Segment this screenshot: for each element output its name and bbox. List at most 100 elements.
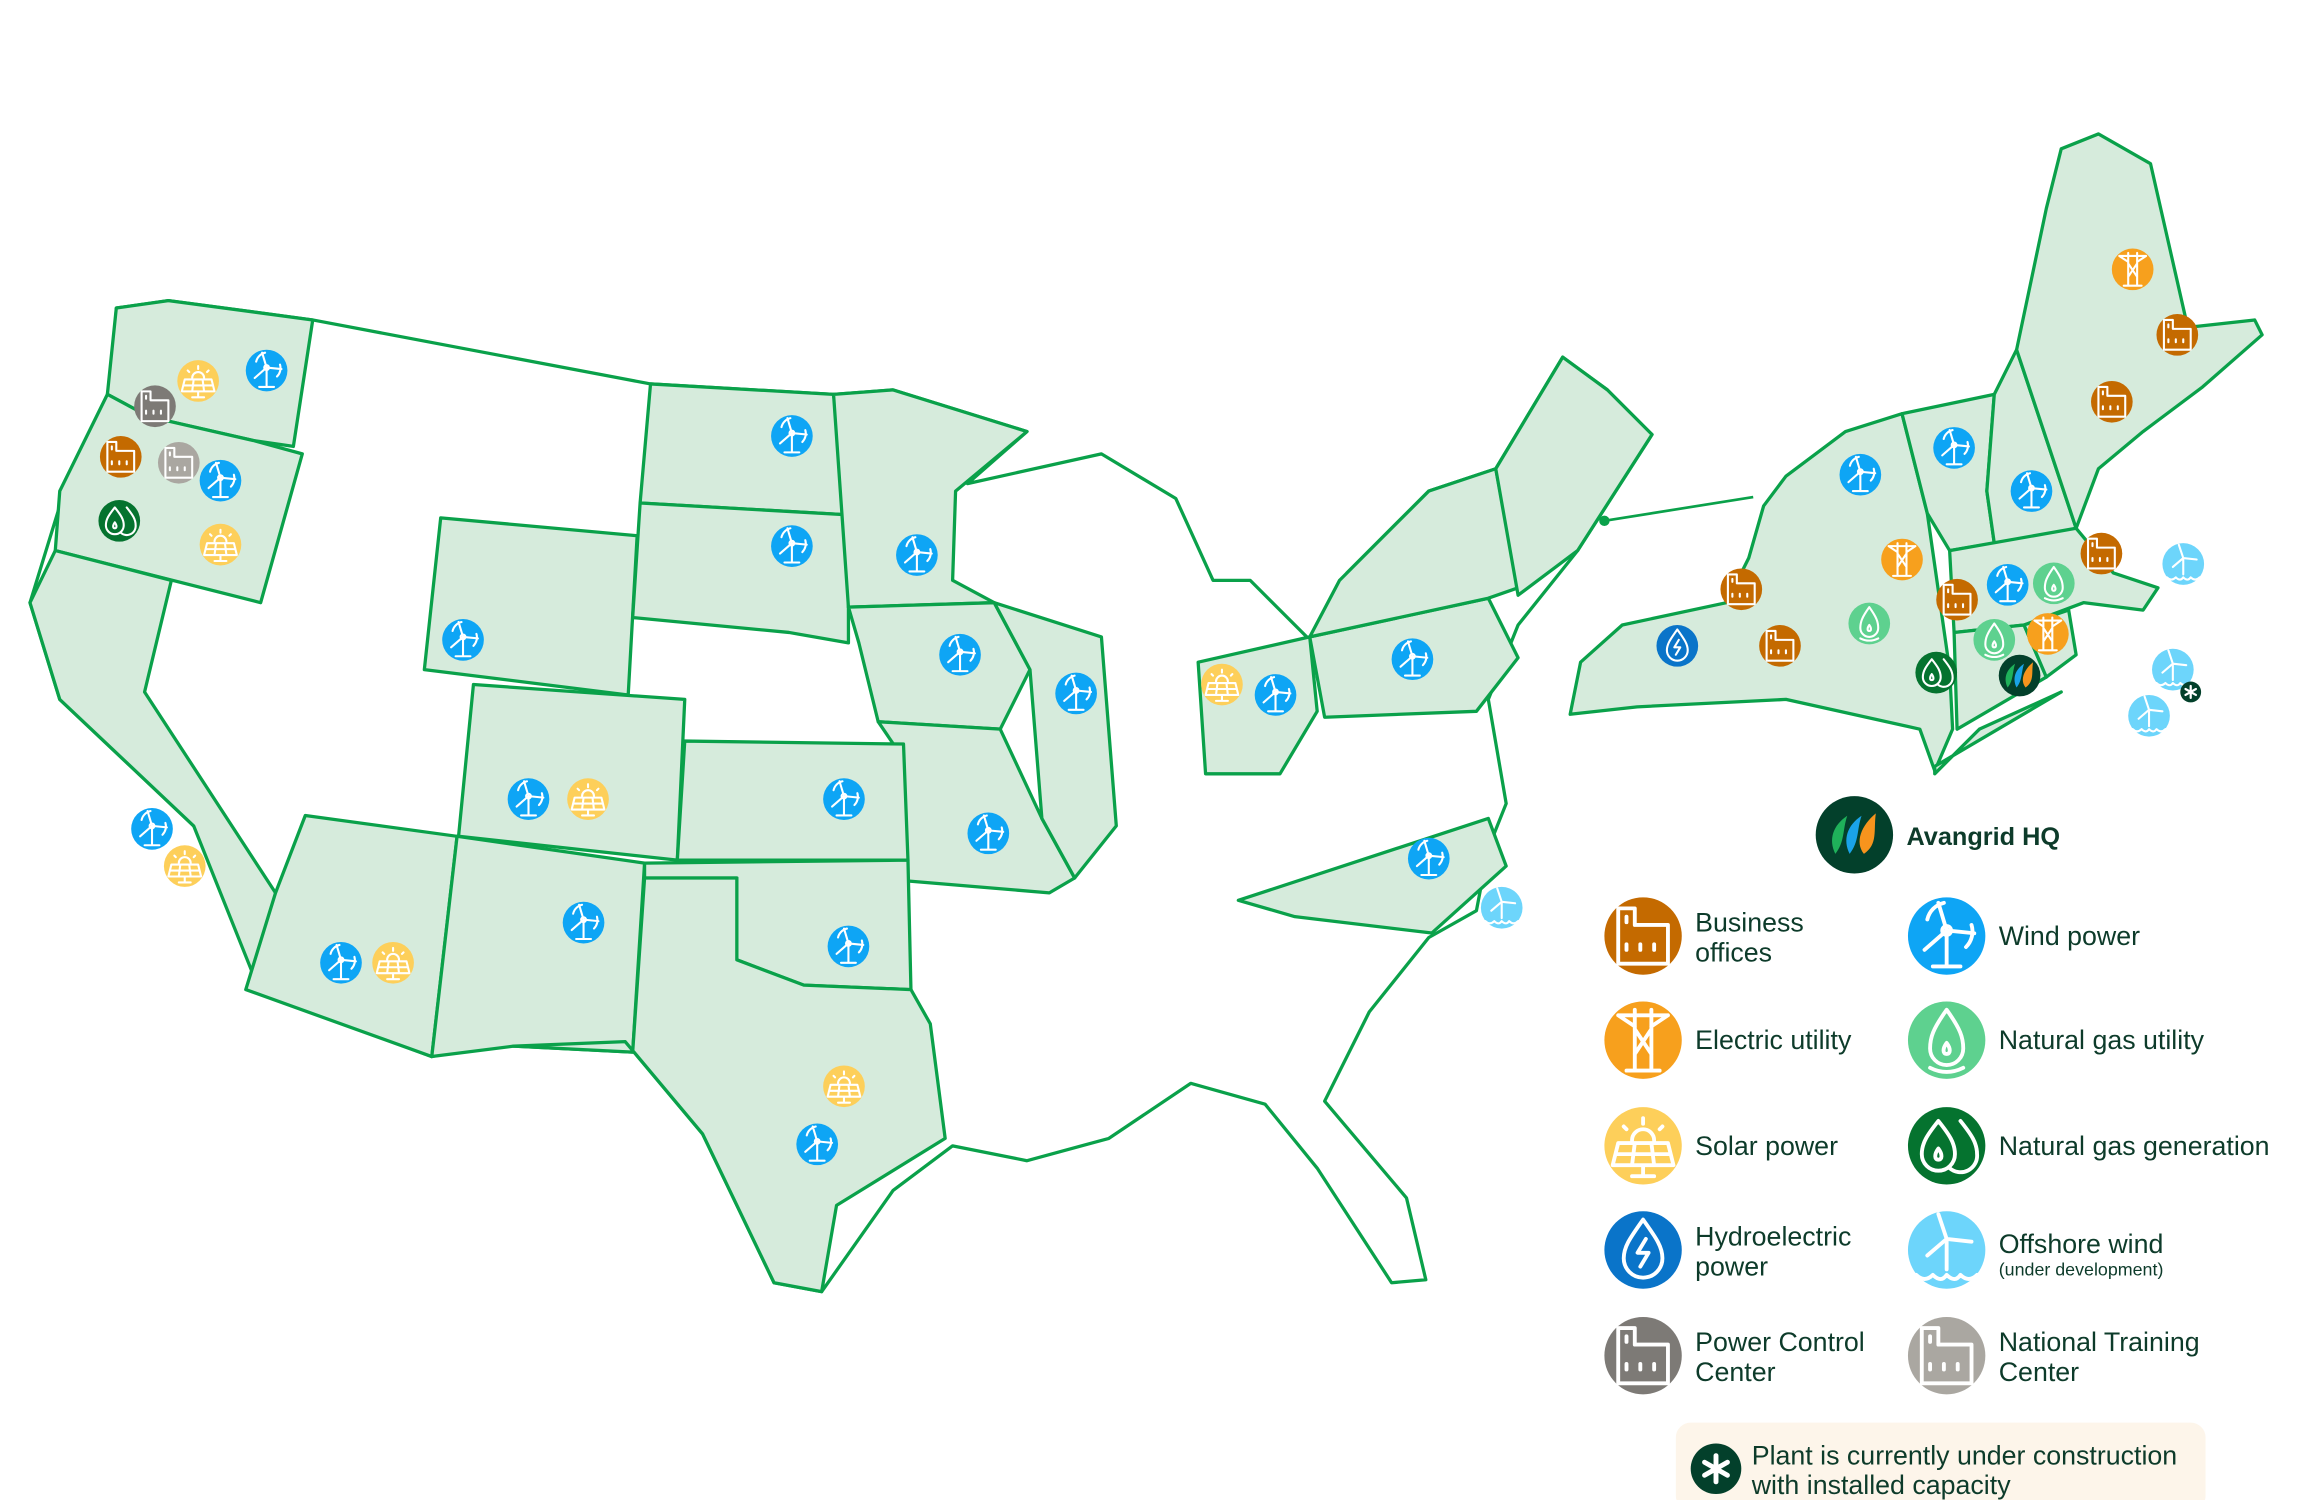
building-icon [1720, 568, 1763, 611]
building-icon [134, 385, 176, 428]
marker-wind [771, 525, 813, 567]
marker-office [99, 436, 142, 478]
building-icon [157, 441, 200, 484]
gas-drops-icon [98, 500, 141, 542]
marker-training [157, 441, 200, 484]
legend-hq: Avangrid HQ [1815, 796, 2060, 874]
legend-item-electric: Electric utility [1604, 1001, 1852, 1079]
legend-label: power [1695, 1251, 1768, 1281]
state-tx [511, 876, 947, 1294]
marker-solar [372, 941, 414, 984]
inset-me [2014, 132, 2264, 530]
state-nm [430, 834, 647, 1059]
legend-item-gasutil: Natural gas utility [1907, 1001, 2205, 1079]
marker-hq [1998, 654, 2041, 697]
marker-wind [1986, 563, 2029, 606]
legend-hq-label: Avangrid HQ [1906, 823, 2060, 851]
legend-label: Solar power [1695, 1131, 1838, 1161]
gas-drops-icon [1907, 1107, 1986, 1185]
marker-office [2156, 313, 2199, 356]
legend-label: (under development) [1999, 1259, 2164, 1279]
building-icon [99, 436, 142, 478]
marker-hydro [1656, 625, 1699, 667]
legend-label: Business [1695, 908, 1804, 938]
marker-wind [896, 534, 938, 576]
marker-wind [1254, 674, 1297, 716]
legend-label: Center [1695, 1357, 1775, 1387]
legend-item-offshore: Offshore wind(under development) [1907, 1211, 2164, 1289]
state-co [456, 682, 687, 862]
map-markers [98, 248, 2205, 1166]
hydro-drop-icon [1604, 1211, 1682, 1289]
marker-wind [320, 941, 362, 984]
marker-solar [823, 1065, 865, 1108]
marker-gasutil [2032, 562, 2075, 605]
marker-gasgen [1915, 651, 1958, 694]
legend-label: Natural gas generation [1999, 1131, 2270, 1161]
state-il [992, 601, 1118, 880]
legend-label: Power Control [1695, 1327, 1865, 1357]
legend-item-wind: Wind power [1907, 897, 2140, 975]
marker-offshore [1480, 886, 1523, 929]
legend-label: Offshore wind [1999, 1229, 2164, 1259]
legend-label: National Training [1999, 1327, 2200, 1357]
marker-wind [2010, 470, 2053, 512]
marker-electric [1881, 538, 1923, 581]
building-icon [2080, 532, 2123, 575]
marker-offshore [2162, 543, 2205, 585]
marker-offshore [2128, 694, 2170, 737]
gas-flame-icon [2032, 562, 2075, 605]
legend-item-solar: Solar power [1604, 1107, 1838, 1185]
marker-wind [442, 619, 484, 661]
legend-note: Plant is currently under construction wi… [1675, 1422, 2206, 1500]
legend-label: Center [1999, 1357, 2079, 1387]
marker-wind [1407, 837, 1450, 880]
note-line-1: Plant is currently under construction [1752, 1440, 2177, 1470]
legend-label: Natural gas utility [1999, 1025, 2205, 1055]
marker-solar [163, 845, 206, 887]
gas-drops-icon [1915, 651, 1958, 694]
hydro-drop-icon [1656, 625, 1699, 667]
marker-pcc [134, 385, 176, 428]
legend-label: Electric utility [1695, 1025, 1852, 1055]
marker-gasgen [98, 500, 141, 542]
marker-solar [177, 360, 219, 402]
building-icon [1759, 625, 1801, 667]
marker-solar [1201, 663, 1243, 706]
marker-gasutil [1973, 619, 2016, 661]
marker-wind [199, 459, 242, 502]
building-icon [1604, 1316, 1682, 1395]
marker-wind [967, 812, 1010, 855]
inset-anchor-dot [1599, 515, 1610, 527]
legend-item-gasgen: Natural gas generation [1907, 1107, 2270, 1185]
note-line-2: with installed capacity [1751, 1470, 2011, 1500]
marker-wind [771, 415, 813, 457]
legend-label: offices [1695, 937, 1772, 967]
marker-solar [567, 778, 609, 820]
marker-offshore [2152, 648, 2194, 691]
marker-wind [507, 778, 550, 820]
legend-label: Wind power [1999, 921, 2140, 951]
state-sd [631, 501, 851, 645]
marker-wind [562, 901, 605, 944]
marker-solar [199, 523, 242, 566]
marker-electric [2027, 613, 2069, 655]
marker-wind [131, 808, 173, 850]
marker-gasutil [1848, 602, 1891, 645]
marker-office [2091, 380, 2133, 423]
gas-flame-icon [1907, 1001, 1986, 1079]
marker-office [1720, 568, 1763, 611]
building-icon [2091, 380, 2133, 423]
building-icon [2156, 313, 2199, 356]
marker-wind [1933, 427, 1975, 469]
highlighted-states [28, 298, 1654, 1294]
state-new-england [1494, 355, 1654, 597]
marker-wind [796, 1123, 839, 1166]
marker-wind [245, 349, 288, 392]
